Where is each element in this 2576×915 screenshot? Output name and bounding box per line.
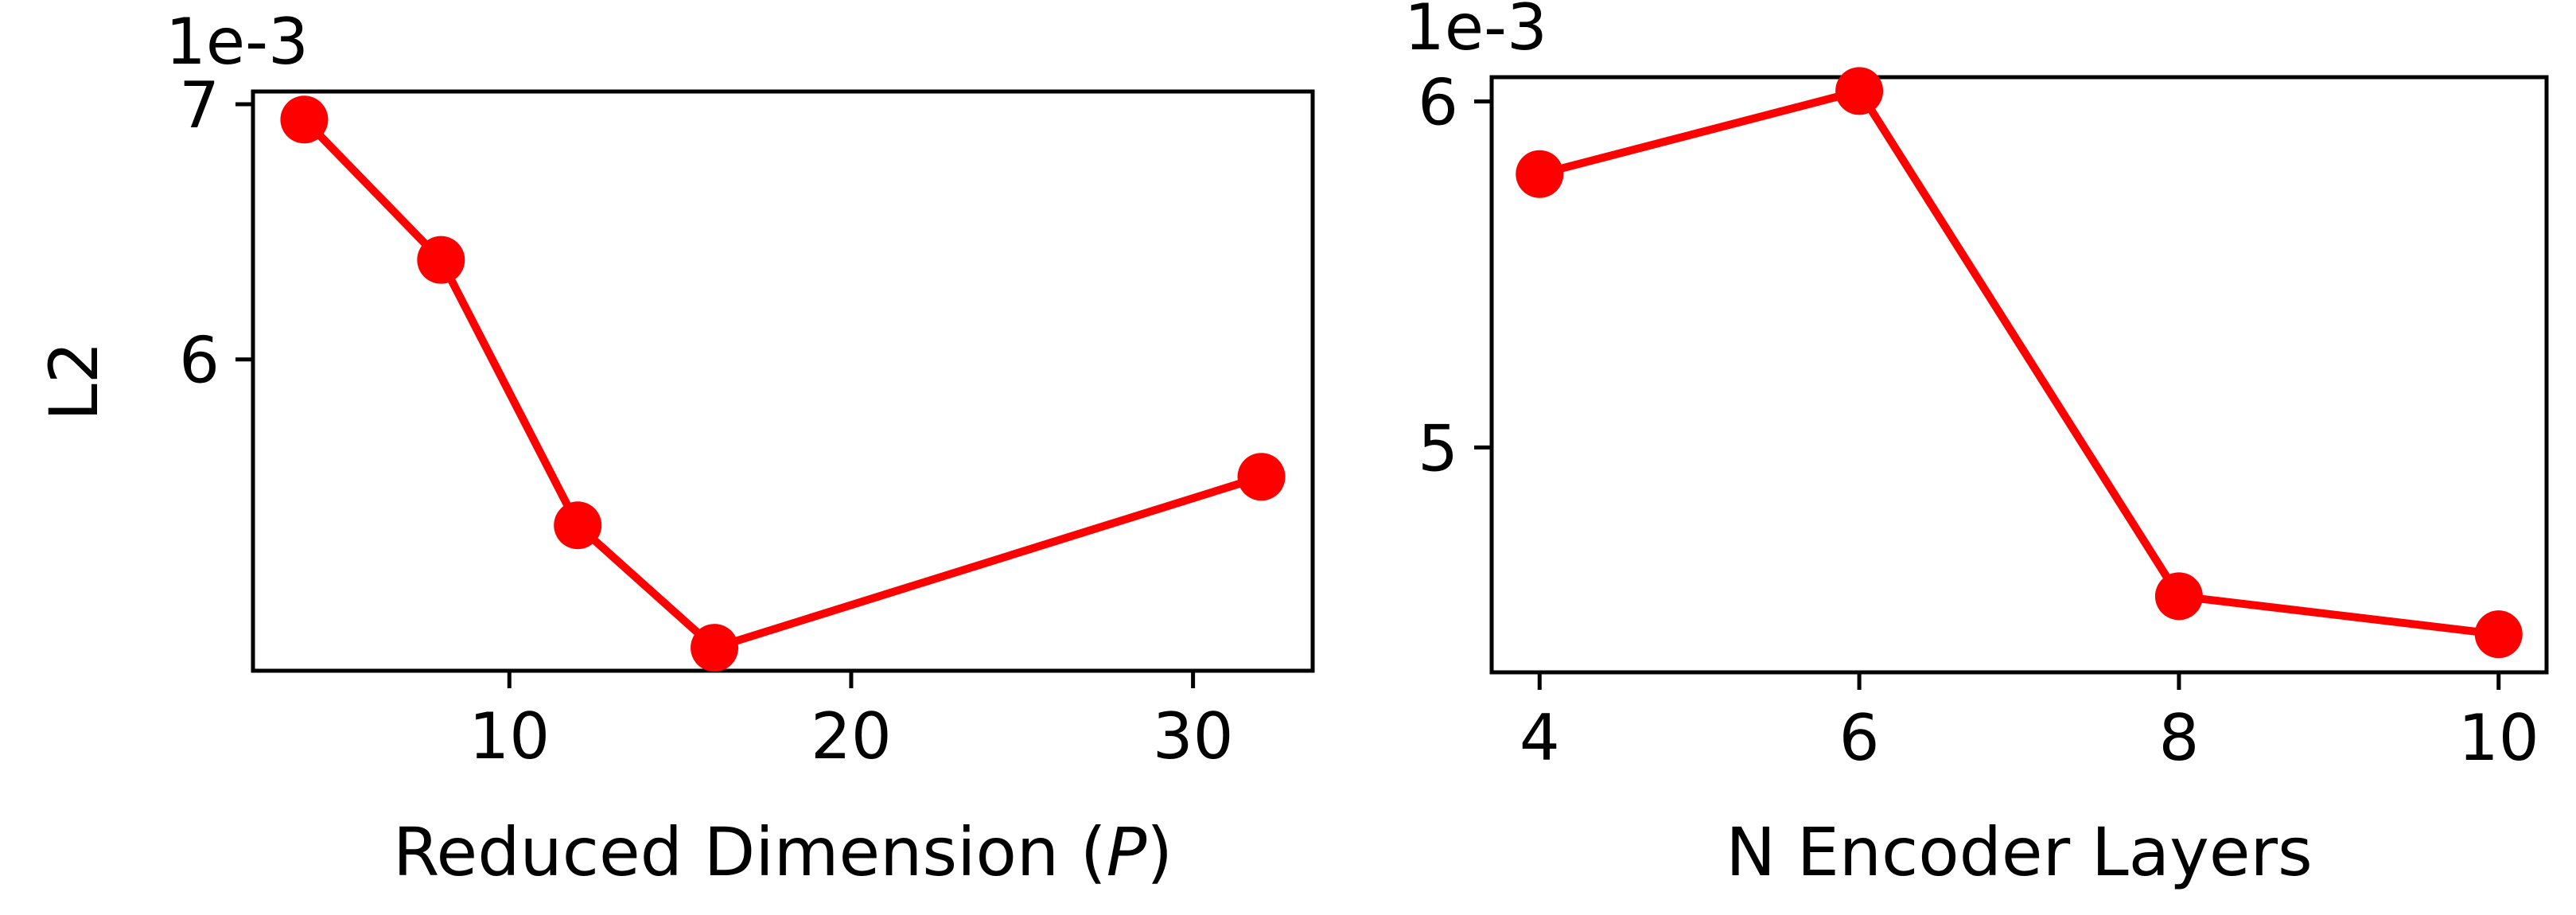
panel-2-y-offset-label: 1e-3 xyxy=(1404,0,1547,64)
panel-2-plot-frame xyxy=(1489,75,2549,675)
panel-1-data-point-4 xyxy=(691,624,739,672)
panel-1-x-tick-label-1: 10 xyxy=(469,699,550,773)
panel-2-x-tick-label-1: 4 xyxy=(1520,701,1560,775)
panel-1-y-offset-label: 1e-3 xyxy=(165,5,309,79)
panel-1-data-point-3 xyxy=(554,501,602,550)
panel-1-data-point-5 xyxy=(1237,453,1286,501)
panel-2-series-line xyxy=(1539,87,2500,639)
panel-1-x-axis-label: Reduced Dimension (P) xyxy=(393,813,1173,891)
panel-2-x-tick-label-3: 8 xyxy=(2158,701,2199,775)
panel-1-y-axis-label: L2 xyxy=(35,341,113,421)
panel-1-x-tick-label-2: 20 xyxy=(811,699,892,773)
panel-1-data-point-1 xyxy=(280,95,329,144)
panel-2-x-tick-label-4: 10 xyxy=(2458,701,2539,775)
panel-2-y-tick-label-1: 5 xyxy=(1418,411,1458,485)
panel-1-plot-frame xyxy=(251,89,1315,673)
panel-1-x-tick-label-3: 30 xyxy=(1153,699,1234,773)
panel-2-data-point-1 xyxy=(1516,150,1564,198)
panel-1-series-line xyxy=(301,116,1263,652)
panel-2-x-axis-label: N Encoder Layers xyxy=(1726,813,2313,891)
panel-2-data-point-3 xyxy=(2154,572,2203,621)
panel-2-x-tick-label-2: 6 xyxy=(1839,701,1880,775)
panel-1-y-tick-label-1: 6 xyxy=(179,324,220,398)
panel-1-data-point-2 xyxy=(417,236,465,284)
panel-2-y-tick-label-2: 6 xyxy=(1418,65,1458,139)
panel-2-data-point-4 xyxy=(2474,610,2523,659)
panel-1-y-tick-label-2: 7 xyxy=(179,68,220,142)
panel-2-data-point-2 xyxy=(1835,67,1884,115)
